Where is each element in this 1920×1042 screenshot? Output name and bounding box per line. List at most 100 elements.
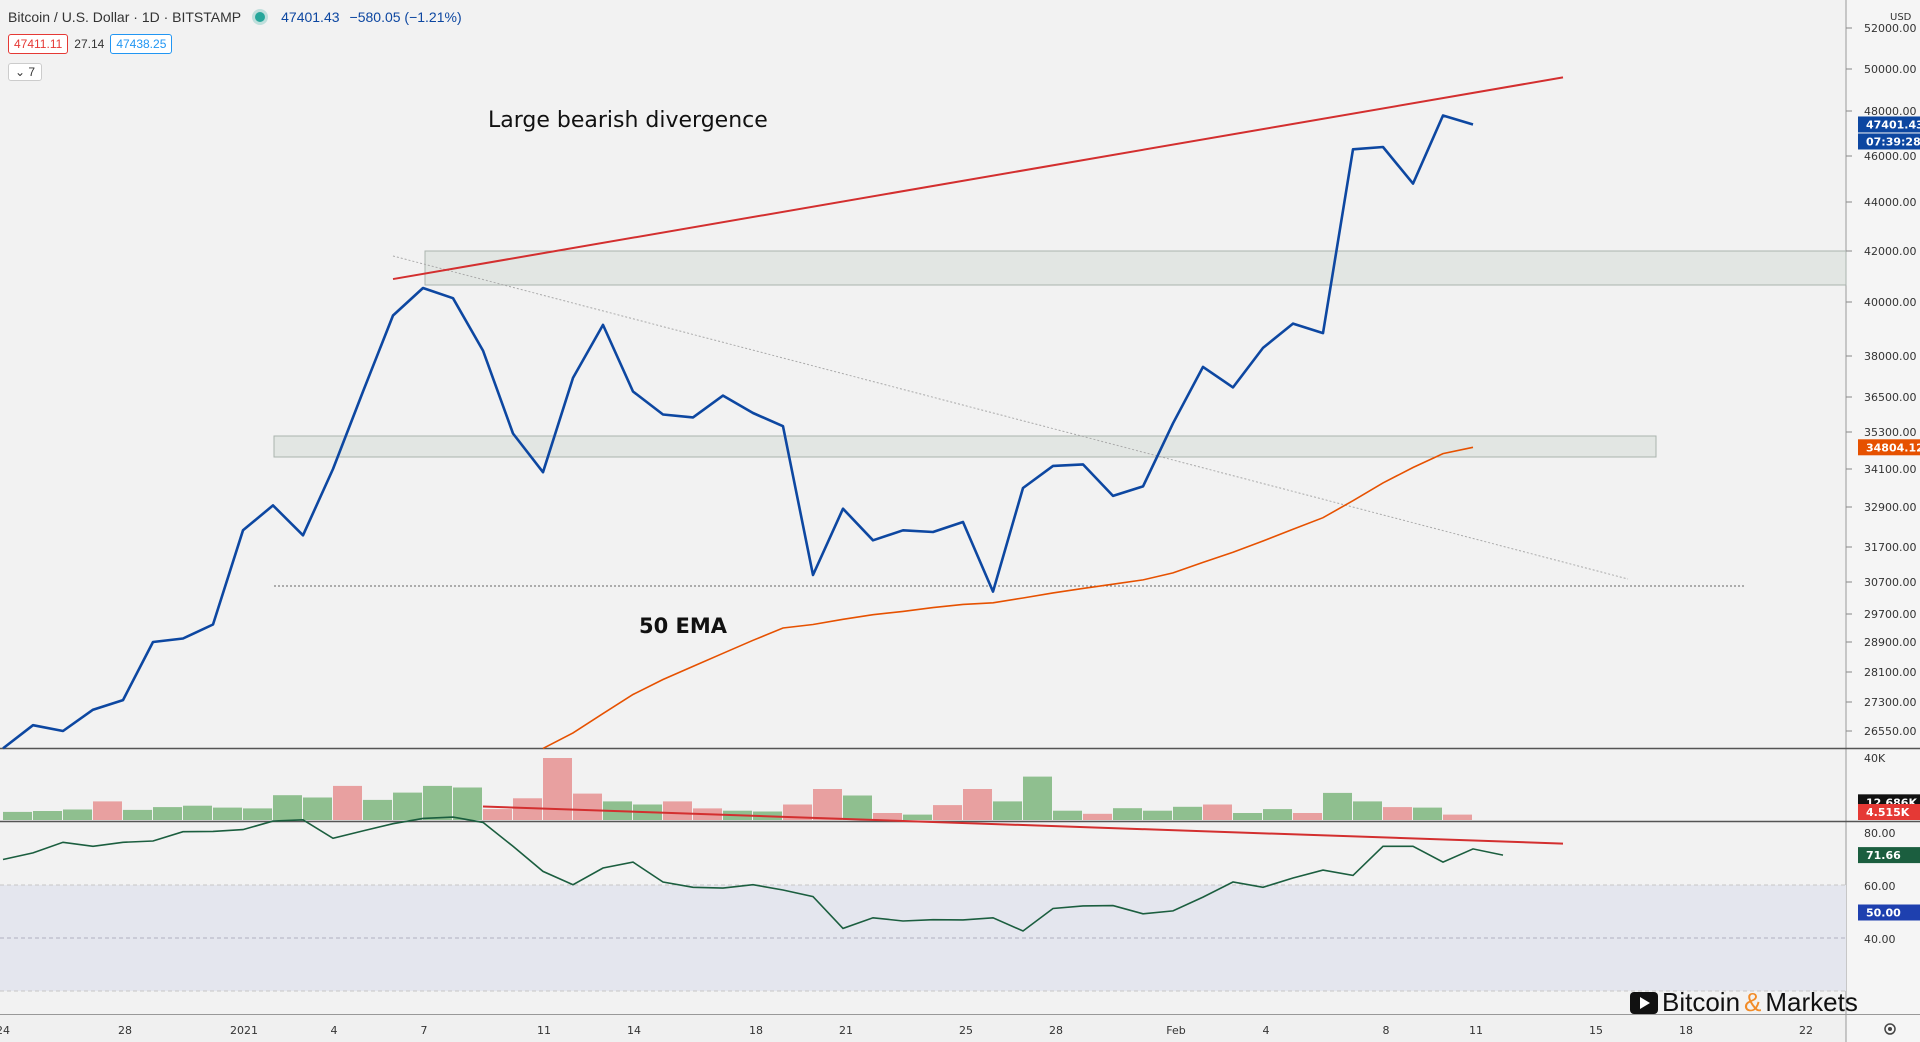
symbol-header: Bitcoin / U.S. Dollar · 1D · BITSTAMP 47… — [8, 8, 462, 26]
time-tick-label: 28 — [118, 1024, 132, 1037]
price-pane[interactable] — [0, 0, 1846, 748]
volume-bar[interactable] — [663, 801, 692, 820]
volume-bar[interactable] — [1083, 813, 1112, 820]
volume-bar[interactable] — [993, 801, 1022, 820]
descending-dotted-trendline[interactable] — [392, 255, 1629, 580]
volume-bar[interactable] — [543, 758, 572, 820]
spread-value: 27.14 — [74, 37, 105, 51]
price-tick-label: 28100.00 — [1864, 666, 1917, 679]
rsi-divergence-trendline[interactable] — [482, 805, 1564, 845]
support-zone[interactable] — [273, 435, 1657, 458]
rsi-value-tag: 71.66 — [1866, 849, 1901, 862]
volume-bar[interactable] — [153, 807, 182, 820]
volume-bar[interactable] — [903, 814, 932, 820]
time-tick-label: 25 — [959, 1024, 973, 1037]
brand-name: Bitcoin — [1662, 987, 1741, 1017]
sell-button[interactable]: 47411.11 — [8, 34, 69, 54]
volume-bar[interactable] — [453, 787, 482, 821]
price-tick-label: 38000.00 — [1864, 350, 1917, 363]
annotation-50-ema[interactable]: 50 EMA — [639, 614, 728, 638]
volume-bar[interactable] — [273, 795, 302, 820]
volume-bar[interactable] — [873, 813, 902, 820]
currency-label: USD — [1890, 12, 1912, 23]
countdown-tag-bg — [1858, 133, 1920, 150]
last-price: 47401.43 — [281, 9, 340, 25]
volume-bar[interactable] — [423, 785, 452, 820]
volume-bar[interactable] — [963, 789, 992, 820]
volume-bar[interactable] — [183, 805, 212, 820]
time-tick-label: 4 — [1263, 1024, 1270, 1037]
volume-bar[interactable] — [1203, 804, 1232, 821]
volume-bar[interactable] — [393, 792, 422, 820]
time-tick-label: 28 — [1049, 1024, 1063, 1037]
volume-bar[interactable] — [1113, 808, 1142, 820]
volume-bar[interactable] — [243, 808, 272, 820]
volume-bar[interactable] — [1023, 776, 1052, 820]
rsi-layer — [2, 805, 1564, 932]
ema-50-line[interactable] — [542, 446, 1474, 750]
volume-bar[interactable] — [93, 801, 122, 820]
volume-bar[interactable] — [303, 797, 332, 821]
price-tick-label: 42000.00 — [1864, 245, 1917, 258]
settings-icon[interactable] — [1884, 1023, 1896, 1035]
time-tick-label: 21 — [839, 1024, 853, 1037]
volume-bar[interactable] — [1053, 810, 1082, 820]
collapse-indicators-button[interactable]: ⌄ 7 — [8, 63, 43, 81]
symbol-title[interactable]: Bitcoin / U.S. Dollar · 1D · BITSTAMP — [8, 9, 242, 25]
volume-bar[interactable] — [843, 795, 872, 821]
volume-bar[interactable] — [1443, 814, 1472, 820]
volume-bar[interactable] — [513, 798, 542, 820]
volume-bar[interactable] — [813, 789, 842, 820]
price-tick-label: 52000.00 — [1864, 22, 1917, 35]
price-tick-label: 48000.00 — [1864, 105, 1917, 118]
volume-bar[interactable] — [573, 793, 602, 820]
volume-bar[interactable] — [333, 785, 362, 820]
rsi-value-tag-bg — [1858, 847, 1920, 864]
price-tick-label: 27300.00 — [1864, 696, 1917, 709]
volume-bar[interactable] — [483, 809, 512, 820]
price-tick-label: 29700.00 — [1864, 608, 1917, 621]
price-resistance-trendline[interactable] — [392, 76, 1564, 281]
rsi-mid-tag-bg — [1858, 904, 1920, 921]
price-change: −580.05 (−1.21%) — [349, 9, 462, 25]
volume-bar[interactable] — [933, 805, 962, 820]
volume-ma-tag: 4.515K — [1866, 806, 1910, 819]
volume-bar[interactable] — [123, 809, 152, 820]
last-price-tag-bg — [1858, 116, 1920, 133]
volume-bar[interactable] — [213, 807, 242, 820]
volume-bar[interactable] — [1293, 813, 1322, 820]
time-tick-label: 14 — [627, 1024, 641, 1037]
brand-logo: Bitcoin & Markets — [1630, 987, 1858, 1018]
volume-bar[interactable] — [1353, 801, 1382, 820]
price-axis-area[interactable] — [1846, 0, 1920, 1042]
buy-button[interactable]: 47438.25 — [110, 34, 173, 54]
time-tick-label: 8 — [1383, 1024, 1390, 1037]
price-tick-label: 44000.00 — [1864, 196, 1917, 209]
volume-bar[interactable] — [3, 811, 32, 820]
volume-bar[interactable] — [363, 799, 392, 820]
play-logo-icon — [1630, 991, 1658, 1014]
volume-bar[interactable] — [63, 809, 92, 821]
price-tick-label: 30700.00 — [1864, 576, 1917, 589]
volume-bar[interactable] — [1413, 807, 1442, 820]
volume-bar[interactable] — [1383, 807, 1412, 820]
annotation-bearish-divergence[interactable]: Large bearish divergence — [488, 108, 768, 133]
volume-bar[interactable] — [1323, 792, 1352, 820]
price-layer — [2, 76, 1564, 750]
countdown-tag: 07:39:28 — [1866, 135, 1920, 148]
price-tick-label: 50000.00 — [1864, 63, 1917, 76]
time-tick-label: 11 — [537, 1024, 551, 1037]
brand-suffix: Markets — [1765, 987, 1858, 1017]
volume-bar[interactable] — [33, 811, 62, 820]
resistance-zone[interactable] — [424, 250, 1847, 286]
time-tick-label: 4 — [331, 1024, 338, 1037]
rsi-line[interactable] — [2, 816, 1504, 932]
price-line[interactable] — [2, 114, 1474, 750]
volume-bar[interactable] — [1263, 809, 1292, 820]
volume-bar[interactable] — [1233, 813, 1262, 820]
volume-bar[interactable] — [1173, 806, 1202, 820]
rsi-tick-label: 40.00 — [1864, 933, 1896, 946]
price-tick-label: 36500.00 — [1864, 391, 1917, 404]
volume-bar[interactable] — [1143, 810, 1172, 820]
